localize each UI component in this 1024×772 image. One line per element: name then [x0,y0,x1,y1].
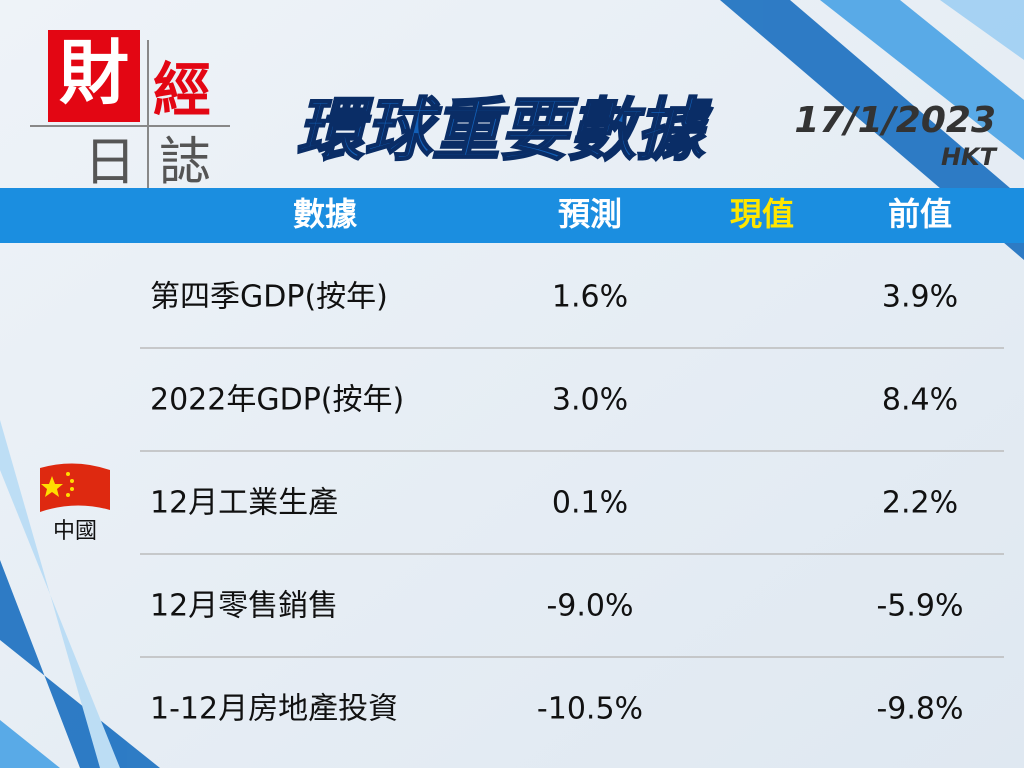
row-label: 1-12月房地產投資 [150,692,398,727]
column-header: 預測 [558,195,622,233]
logo-char: 財 [59,32,129,114]
column-header: 現值 [730,195,794,233]
header-band [0,188,1024,243]
forecast: -10.5% [537,692,643,727]
logo-char: 經 [153,56,211,124]
logo: 財 經 日 誌 [30,30,230,205]
flag [40,463,110,512]
title: 環球重要數據 [296,92,713,171]
row-label: 第四季GDP(按年) [150,280,388,315]
previous: 8.4% [882,383,958,418]
timezone: HKT [941,143,998,171]
row-label: 12月零售銷售 [150,589,338,624]
previous: 3.9% [882,280,958,315]
logo-char: 日 [84,133,136,193]
forecast: 3.0% [552,383,628,418]
column-header: 前值 [888,195,952,233]
forecast: 0.1% [552,486,628,521]
forecast: 1.6% [552,280,628,315]
previous: -5.9% [876,589,963,624]
column-header: 數據 [293,195,358,233]
country-label: 中國 [53,519,97,544]
row-label: 2022年GDP(按年) [150,383,404,418]
table-body: 第四季GDP(按年) 1.6% 3.9% 2022年GDP(按年) 3.0% 8.4% 12… [140,280,1004,727]
logo-char: 誌 [159,133,211,193]
previous: 2.2% [882,486,958,521]
row-label: 12月工業生產 [150,486,338,521]
forecast: -9.0% [546,589,633,624]
date: 17/1/2023 [794,100,996,141]
previous: -9.8% [876,692,963,727]
